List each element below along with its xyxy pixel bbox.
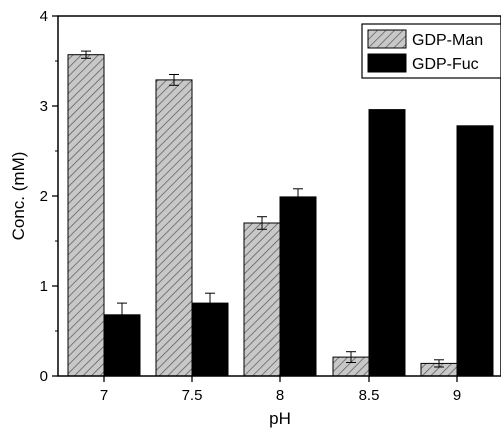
y-axis-title: Conc. (mM)	[9, 152, 28, 241]
y-tick-label-4: 4	[40, 8, 48, 25]
x-tick-label-7: 7	[100, 387, 108, 404]
x-axis-title: pH	[269, 409, 291, 428]
bar-gdp-man-ph-7-5	[155, 79, 193, 377]
x-axis: 7 7.5 8 8.5 9	[100, 376, 461, 404]
y-tick-label-2: 2	[40, 188, 48, 205]
error-bars-group	[81, 50, 444, 368]
y-tick-label-3: 3	[40, 98, 48, 115]
y-tick-label-0: 0	[40, 368, 48, 385]
error-bar-gdp-fuc-ph-8	[293, 188, 303, 206]
error-bar-gdp-man-ph-8	[257, 216, 267, 230]
error-bar-gdp-man-ph-7-5	[169, 74, 179, 86]
legend-label-gdp-man: GDP-Man	[412, 32, 483, 49]
bars-group	[67, 54, 494, 377]
error-bar-gdp-man-ph-8-5	[346, 351, 356, 363]
error-bar-gdp-man-ph-9	[434, 359, 444, 368]
y-axis: 0 1 2 3 4	[40, 8, 58, 385]
legend-swatch-gdp-fuc	[367, 53, 407, 73]
bar-gdp-fuc-ph-8-5	[368, 109, 406, 377]
x-tick-label-8-5: 8.5	[359, 387, 380, 404]
error-bar-gdp-fuc-ph-7-5	[205, 292, 215, 314]
bar-gdp-fuc-ph-8	[279, 196, 317, 377]
bar-gdp-man-ph-8	[243, 222, 281, 377]
x-tick-label-9: 9	[453, 387, 461, 404]
error-bar-gdp-fuc-ph-7	[117, 302, 127, 327]
error-bar-gdp-man-ph-7	[81, 50, 91, 59]
bar-gdp-man-ph-7	[67, 54, 105, 377]
bar-gdp-fuc-ph-7-5	[191, 302, 229, 377]
x-tick-label-7-5: 7.5	[182, 387, 203, 404]
legend-label-gdp-fuc: GDP-Fuc	[412, 56, 479, 73]
bar-gdp-fuc-ph-9	[456, 125, 494, 377]
y-tick-label-1: 1	[40, 278, 48, 295]
legend-swatch-gdp-man	[367, 29, 407, 49]
legend: GDP-Man GDP-Fuc	[361, 23, 501, 79]
x-tick-label-8: 8	[276, 387, 284, 404]
